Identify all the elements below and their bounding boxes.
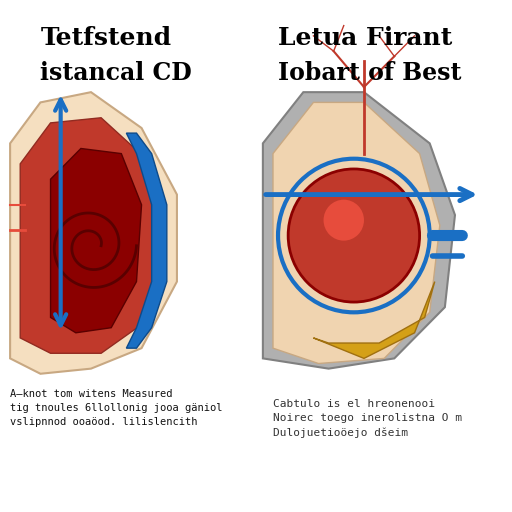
Text: istancal CD: istancal CD bbox=[40, 61, 192, 86]
Text: A—knot tom witens Measured
tig tnoules 6llollonig jooa gäniol
vslipnnod ooaöod. : A—knot tom witens Measured tig tnoules 6… bbox=[10, 389, 223, 427]
PathPatch shape bbox=[313, 282, 435, 358]
Circle shape bbox=[324, 200, 364, 241]
PathPatch shape bbox=[20, 118, 162, 353]
PathPatch shape bbox=[51, 148, 141, 333]
PathPatch shape bbox=[273, 102, 440, 364]
Circle shape bbox=[288, 169, 420, 302]
PathPatch shape bbox=[10, 92, 177, 374]
Text: Iobart of Best: Iobart of Best bbox=[278, 61, 461, 86]
PathPatch shape bbox=[126, 133, 167, 348]
Text: Cabtulo is el hreonenooi
Noirec toego inerolistna O m
Dulojuetioöejo dšeim: Cabtulo is el hreonenooi Noirec toego in… bbox=[273, 399, 462, 438]
Text: Letua Firant: Letua Firant bbox=[278, 26, 452, 50]
PathPatch shape bbox=[263, 92, 455, 369]
Text: Tetfstend: Tetfstend bbox=[40, 26, 172, 50]
